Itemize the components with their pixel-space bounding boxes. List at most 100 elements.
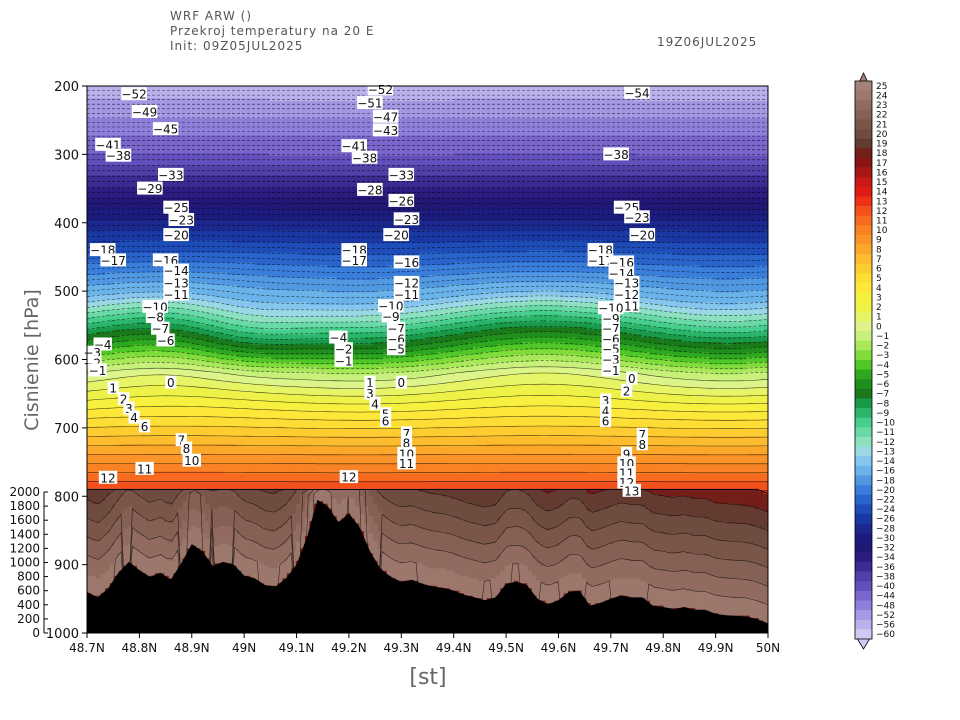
temperature-cell	[254, 86, 261, 100]
temperature-cell	[481, 304, 488, 311]
temperature-cell	[250, 419, 256, 428]
temperature-cell	[309, 309, 315, 318]
temperature-cell	[459, 575, 465, 594]
temperature-cell	[150, 282, 156, 293]
temperature-cell	[218, 481, 224, 490]
temperature-cell	[409, 506, 415, 525]
temperature-cell	[527, 406, 533, 418]
temperature-cell	[232, 284, 238, 301]
temperature-cell	[127, 319, 133, 326]
temperature-cell	[218, 297, 224, 303]
temperature-cell	[223, 197, 229, 209]
temperature-cell	[441, 197, 447, 211]
temperature-cell	[477, 359, 483, 366]
temperature-cell	[432, 473, 438, 482]
temperature-cell	[105, 187, 111, 199]
temperature-cell	[236, 359, 242, 366]
temperature-cell	[105, 86, 111, 100]
temperature-cell	[100, 416, 106, 428]
temperature-cell	[513, 230, 519, 241]
temperature-cell	[450, 553, 456, 572]
temperature-cell	[341, 317, 347, 323]
temperature-cell	[441, 347, 447, 353]
temperature-cell	[250, 391, 256, 400]
temperature-cell	[427, 242, 433, 254]
temperature-cell	[341, 292, 347, 306]
temperature-cell	[264, 98, 270, 119]
temperature-cell	[241, 274, 247, 288]
temperature-cell	[268, 371, 274, 378]
temperature-cell	[254, 302, 261, 311]
temperature-cell	[205, 187, 211, 199]
temperature-cell	[91, 312, 97, 318]
temperature-cell	[522, 312, 528, 318]
temperature-cell	[236, 287, 242, 301]
temperature-cell	[286, 349, 292, 356]
temperature-cell	[463, 446, 469, 455]
temperature-cell	[191, 197, 197, 209]
temperature-cell	[404, 118, 410, 137]
temperature-cell	[418, 344, 424, 351]
temperature-cell	[227, 339, 233, 346]
temperature-cell	[291, 481, 297, 490]
temperature-cell	[259, 376, 265, 385]
temperature-cell	[491, 334, 497, 341]
temperature-cell	[259, 118, 265, 137]
temperature-cell	[427, 429, 433, 438]
temperature-cell	[245, 197, 252, 209]
temperature-cell	[96, 371, 102, 383]
temperature-cell	[295, 210, 301, 221]
temperature-cell	[241, 175, 247, 189]
temperature-cell	[536, 304, 542, 311]
temperature-cell	[186, 493, 193, 512]
temperature-cell	[195, 481, 202, 490]
temperature-cell	[418, 322, 424, 331]
temperature-cell	[118, 165, 124, 177]
temperature-cell	[468, 349, 474, 356]
temperature-cell	[418, 252, 424, 266]
temperature-cell	[205, 503, 211, 522]
temperature-cell	[295, 411, 301, 420]
temperature-cell	[277, 359, 283, 363]
temperature-cell	[323, 359, 329, 366]
temperature-cell	[91, 463, 97, 475]
temperature-cell	[127, 426, 133, 438]
temperature-cell	[504, 481, 510, 490]
temperature-cell	[155, 444, 161, 455]
temperature-cell	[214, 309, 220, 316]
temperature-cell	[518, 508, 524, 530]
temperature-cell	[177, 98, 183, 119]
temperature-cell	[518, 426, 524, 438]
temperature-cell	[509, 349, 515, 358]
temperature-cell	[345, 100, 351, 119]
temperature-cell	[232, 319, 238, 326]
temperature-cell	[432, 488, 438, 495]
temperature-cell	[373, 332, 379, 338]
temperature-cell	[245, 384, 252, 393]
temperature-cell	[377, 255, 383, 269]
temperature-cell	[413, 334, 420, 341]
temperature-cell	[218, 322, 224, 328]
temperature-cell	[109, 359, 115, 366]
temperature-cell	[481, 359, 488, 366]
temperature-cell	[504, 317, 510, 323]
temperature-cell	[359, 304, 365, 311]
temperature-cell	[254, 322, 261, 328]
temperature-cell	[377, 314, 383, 323]
temperature-cell	[486, 481, 492, 490]
temperature-cell	[486, 396, 492, 408]
temperature-cell	[472, 342, 479, 348]
temperature-cell	[304, 419, 311, 430]
temperature-cell	[477, 332, 483, 338]
temperature-cell	[472, 314, 479, 321]
temperature-cell	[309, 436, 315, 448]
temperature-cell	[318, 289, 324, 306]
temperature-cell	[245, 361, 252, 368]
temperature-cell	[164, 426, 170, 438]
temperature-cell	[182, 240, 188, 254]
temperature-cell	[159, 262, 165, 274]
temperature-cell	[354, 86, 360, 102]
temperature-cell	[286, 135, 292, 157]
temperature-cell	[509, 444, 515, 455]
temperature-cell	[214, 319, 220, 328]
